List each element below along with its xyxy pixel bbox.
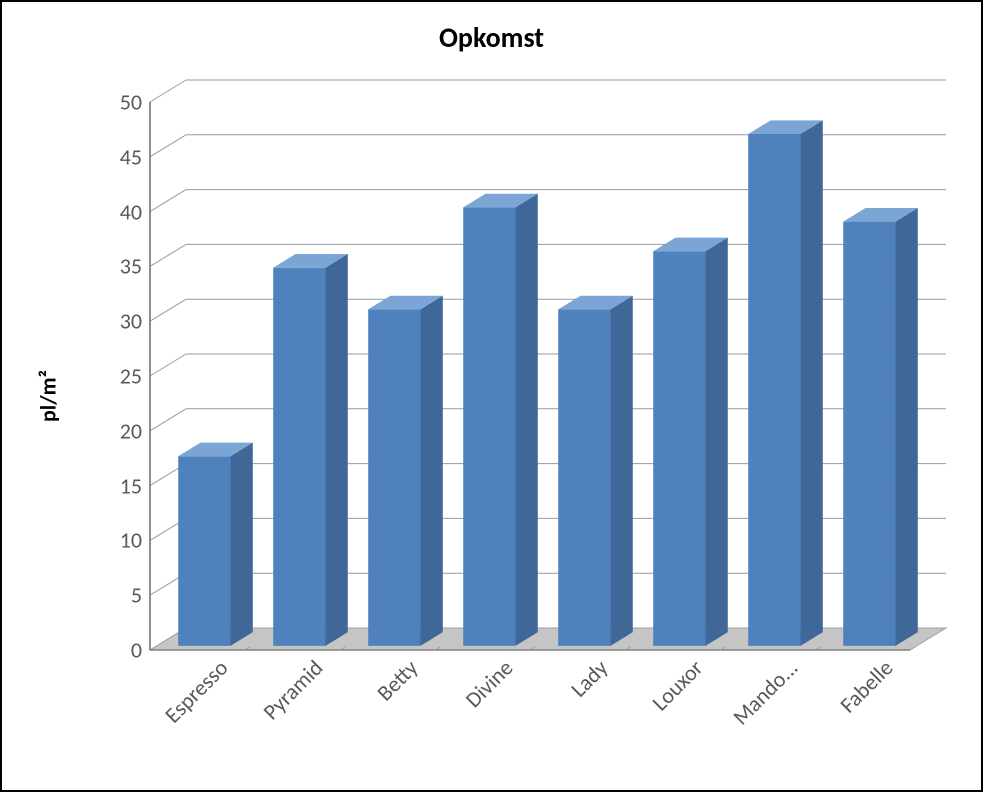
y-tick-label: 20	[120, 417, 150, 444]
plot-area: 05101520253035404550EspressoPyramidBetty…	[150, 80, 946, 650]
y-tick-label: 5	[131, 582, 150, 609]
x-tick-label: Betty	[367, 650, 423, 706]
y-tick-label: 35	[120, 253, 150, 280]
y-tick-label: 0	[131, 637, 150, 664]
x-tick-label: Espresso	[155, 650, 234, 729]
y-tick-label: 45	[120, 143, 150, 170]
x-tick-label: Divine	[456, 650, 519, 713]
y-tick-label: 15	[120, 472, 150, 499]
x-tick-label: Fabelle	[830, 650, 898, 718]
chart-frame: Opkomst pl/m² 05101520253035404550Espres…	[0, 0, 983, 792]
y-tick-label: 10	[120, 527, 150, 554]
chart-title: Opkomst	[2, 20, 981, 55]
x-tick-label: Louxor	[642, 650, 708, 716]
y-axis-label: pl/m²	[35, 370, 62, 422]
x-tick-label: Pyramid	[253, 650, 328, 725]
y-tick-label: 30	[120, 308, 150, 335]
y-tick-label: 25	[120, 363, 150, 390]
y-tick-label: 50	[120, 89, 150, 116]
x-tick-label: Mando...	[723, 650, 803, 730]
y-tick-label: 40	[120, 198, 150, 225]
x-tick-label: Lady	[561, 650, 614, 703]
